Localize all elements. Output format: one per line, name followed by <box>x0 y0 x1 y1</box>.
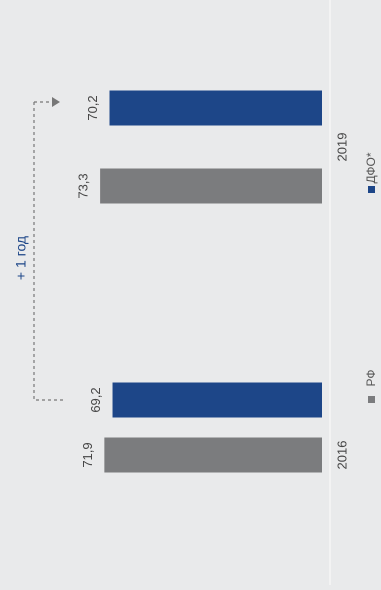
annotation-bracket <box>33 102 64 401</box>
data-label: 70,2 <box>85 95 100 120</box>
annotation-label: + 1 год <box>13 236 29 280</box>
legend-swatch-dfo <box>368 186 375 193</box>
data-label: 69,2 <box>88 387 103 412</box>
category-label: 2019 <box>334 133 349 162</box>
bar-рф-2019 <box>100 168 322 204</box>
data-label: 73,3 <box>76 173 91 198</box>
bar-дфо-2016 <box>112 382 323 418</box>
data-label: 71,9 <box>80 442 95 467</box>
bar-дфо-2019 <box>109 90 322 126</box>
category-label: 2016 <box>334 441 349 470</box>
legend-label: ДФО* <box>364 152 378 183</box>
bar-рф-2016 <box>104 437 323 473</box>
annotation-arrowhead <box>52 97 60 107</box>
legend-swatch-rf <box>368 396 375 403</box>
legend-label: РФ <box>364 370 378 387</box>
